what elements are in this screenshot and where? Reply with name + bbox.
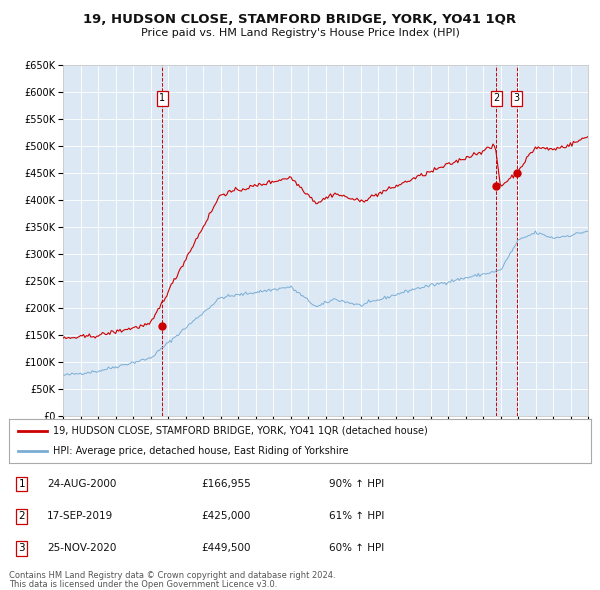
Text: £425,000: £425,000 xyxy=(201,512,250,521)
Text: 25-NOV-2020: 25-NOV-2020 xyxy=(47,543,116,553)
Text: £166,955: £166,955 xyxy=(201,479,251,489)
Text: Contains HM Land Registry data © Crown copyright and database right 2024.: Contains HM Land Registry data © Crown c… xyxy=(9,571,335,579)
Text: HPI: Average price, detached house, East Riding of Yorkshire: HPI: Average price, detached house, East… xyxy=(53,446,348,456)
Text: This data is licensed under the Open Government Licence v3.0.: This data is licensed under the Open Gov… xyxy=(9,580,277,589)
Text: 19, HUDSON CLOSE, STAMFORD BRIDGE, YORK, YO41 1QR: 19, HUDSON CLOSE, STAMFORD BRIDGE, YORK,… xyxy=(83,13,517,26)
Text: 1: 1 xyxy=(159,93,165,103)
Text: 3: 3 xyxy=(19,543,25,553)
Text: 2: 2 xyxy=(493,93,499,103)
Text: 90% ↑ HPI: 90% ↑ HPI xyxy=(329,479,385,489)
Text: 3: 3 xyxy=(514,93,520,103)
Text: 19, HUDSON CLOSE, STAMFORD BRIDGE, YORK, YO41 1QR (detached house): 19, HUDSON CLOSE, STAMFORD BRIDGE, YORK,… xyxy=(53,426,427,436)
Text: 1: 1 xyxy=(19,479,25,489)
Text: 24-AUG-2000: 24-AUG-2000 xyxy=(47,479,116,489)
Text: £449,500: £449,500 xyxy=(201,543,251,553)
Text: 61% ↑ HPI: 61% ↑ HPI xyxy=(329,512,385,521)
Text: 2: 2 xyxy=(19,512,25,521)
Text: 60% ↑ HPI: 60% ↑ HPI xyxy=(329,543,385,553)
Text: 17-SEP-2019: 17-SEP-2019 xyxy=(47,512,113,521)
Text: Price paid vs. HM Land Registry's House Price Index (HPI): Price paid vs. HM Land Registry's House … xyxy=(140,28,460,38)
